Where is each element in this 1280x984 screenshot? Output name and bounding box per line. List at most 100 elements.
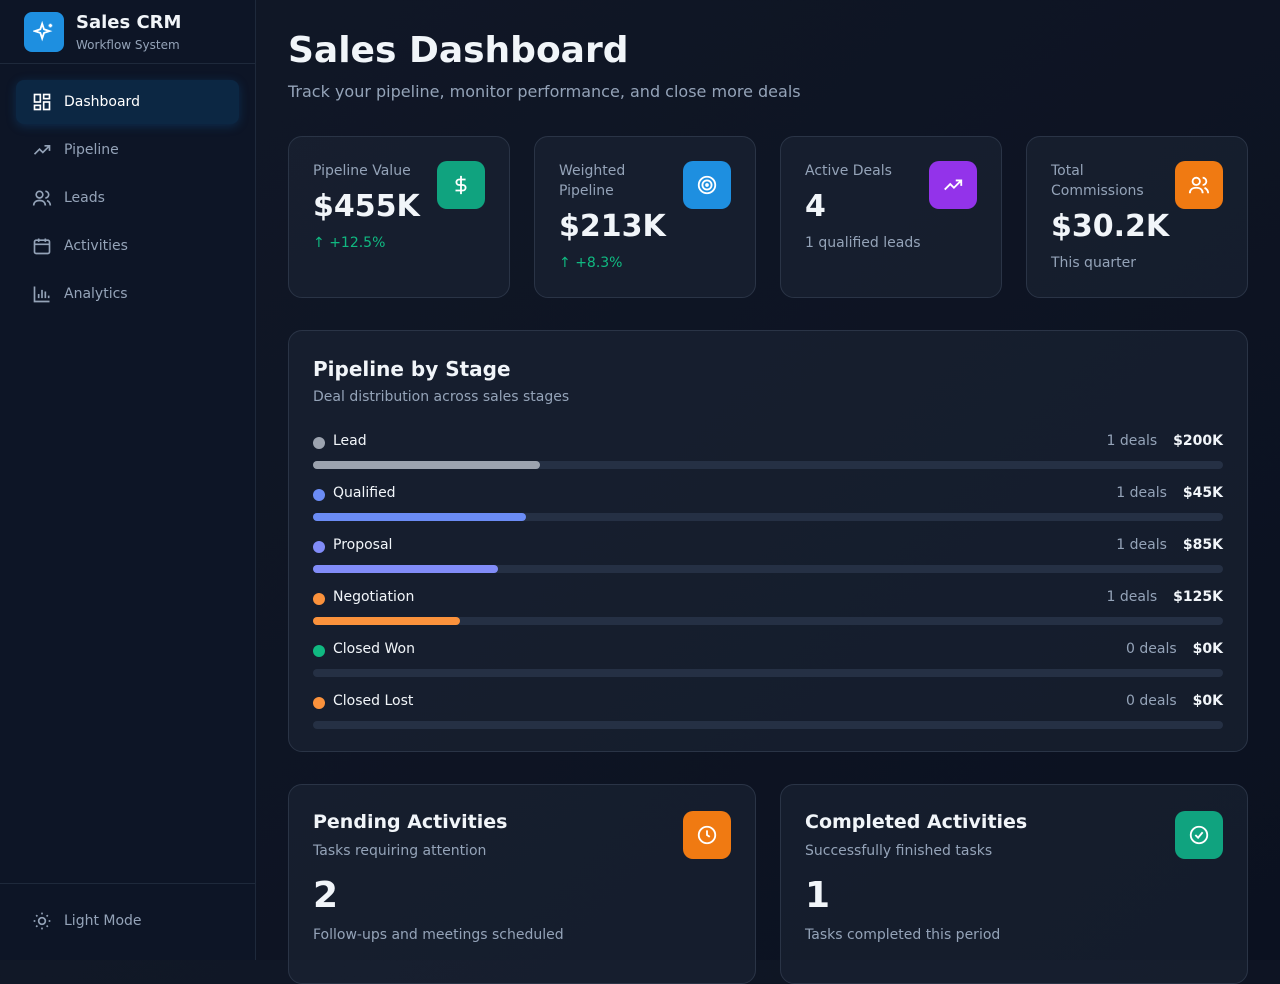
stage-track	[313, 513, 1223, 521]
card-subtitle: Deal distribution across sales stages	[313, 389, 570, 405]
activity-card: Pending Activities Tasks requiring atten…	[288, 784, 756, 984]
stage-name: Negotiation	[333, 589, 415, 605]
stage-dot	[313, 593, 325, 605]
card-title: Completed Activities	[805, 811, 1028, 833]
stat-label: Active Deals	[805, 163, 892, 179]
card-subtitle: Successfully finished tasks	[805, 843, 993, 859]
stage-row: Closed Lost 0 deals $0K	[313, 693, 1223, 733]
stat-icon	[1175, 161, 1223, 209]
card-subtitle: Tasks requiring attention	[313, 843, 487, 859]
stat-change: +12.5%	[329, 235, 386, 251]
stage-track	[313, 617, 1223, 625]
activity-icon	[683, 811, 731, 859]
nav-item[interactable]: Leads	[16, 176, 239, 220]
stat-value: 4	[805, 189, 826, 224]
stat-value: $455K	[313, 189, 420, 224]
stat-icon	[683, 161, 731, 209]
stage-deals: 1 deals	[1116, 485, 1167, 501]
page-title: Sales Dashboard	[288, 30, 629, 71]
stage-track	[313, 461, 1223, 469]
stage-bar	[313, 565, 498, 573]
stat-change: +8.3%	[575, 255, 623, 271]
stage-amount: $200K	[1173, 433, 1223, 449]
nav-label: Analytics	[64, 286, 128, 302]
activity-note: Tasks completed this period	[805, 927, 1001, 943]
card-title: Pending Activities	[313, 811, 508, 833]
activity-count: 2	[313, 875, 339, 916]
theme-toggle[interactable]: Light Mode	[16, 899, 239, 943]
stage-deals: 0 deals	[1126, 693, 1177, 709]
stage-deals: 1 deals	[1106, 589, 1158, 605]
stage-name: Closed Lost	[333, 693, 414, 709]
sidebar: Sales CRM Workflow System Dashboard Pipe…	[0, 0, 256, 960]
stat-card: Pipeline Value $455K ↑ +12.5%	[288, 136, 510, 298]
stage-dot	[313, 541, 325, 553]
brand-subtitle: Workflow System	[76, 38, 180, 52]
nav-item[interactable]: Dashboard	[16, 80, 239, 124]
stage-row: Proposal 1 deals $85K	[313, 537, 1223, 577]
stage-dot	[313, 645, 325, 657]
stage-bar	[313, 461, 540, 469]
stage-dot	[313, 437, 325, 449]
stat-card: Weighted Pipeline $213K ↑ +8.3%	[534, 136, 756, 298]
stage-track	[313, 721, 1223, 729]
stat-icon	[437, 161, 485, 209]
stage-amount: $45K	[1182, 485, 1223, 501]
logo	[24, 12, 64, 52]
stage-stats: 0 deals $0K	[1126, 693, 1223, 709]
stage-name: Closed Won	[333, 641, 415, 657]
stat-note: ↑ +8.3%	[559, 255, 623, 271]
activity-icon	[1175, 811, 1223, 859]
activity-count: 1	[805, 875, 831, 916]
stage-track	[313, 669, 1223, 677]
nav-label: Pipeline	[64, 142, 119, 158]
stat-card: Active Deals 4 1 qualified leads	[780, 136, 1002, 298]
stage-amount: $85K	[1182, 537, 1223, 553]
stage-stats: 1 deals $200K	[1107, 433, 1223, 449]
stage-dot	[313, 489, 325, 501]
stage-amount: $125K	[1173, 589, 1223, 605]
stage-row: Closed Won 0 deals $0K	[313, 641, 1223, 681]
activity-note: Follow-ups and meetings scheduled	[313, 927, 564, 943]
nav-label: Activities	[64, 238, 128, 254]
stage-deals: 1 deals	[1106, 433, 1158, 449]
stage-bar	[313, 513, 526, 521]
stage-track	[313, 565, 1223, 573]
stage-name: Lead	[333, 433, 367, 449]
stage-amount: $0K	[1192, 693, 1223, 709]
stage-name: Proposal	[333, 537, 393, 553]
stage-amount: $0K	[1192, 641, 1223, 657]
stat-value: $213K	[559, 209, 666, 244]
stage-name: Qualified	[333, 485, 396, 501]
stat-note: 1 qualified leads	[805, 235, 921, 251]
pipeline-card: Pipeline by Stage Deal distribution acro…	[288, 330, 1248, 752]
nav-item[interactable]: Activities	[16, 224, 239, 268]
stage-dot	[313, 697, 325, 709]
page-subtitle: Track your pipeline, monitor performance…	[288, 82, 801, 101]
stage-stats: 0 deals $0K	[1126, 641, 1223, 657]
nav-label: Dashboard	[64, 94, 140, 110]
toggle-label: Light Mode	[64, 913, 142, 929]
card-title: Pipeline by Stage	[313, 357, 511, 381]
stage-stats: 1 deals $125K	[1107, 589, 1223, 605]
brand: Sales CRM	[76, 12, 182, 33]
stage-row: Lead 1 deals $200K	[313, 433, 1223, 473]
stage-deals: 0 deals	[1126, 641, 1177, 657]
activity-card: Completed Activities Successfully finish…	[780, 784, 1248, 984]
stat-label: Weighted Pipeline	[559, 163, 626, 199]
stage-stats: 1 deals $85K	[1116, 537, 1223, 553]
stage-row: Negotiation 1 deals $125K	[313, 589, 1223, 629]
stage-row: Qualified 1 deals $45K	[313, 485, 1223, 525]
stat-value: $30.2K	[1051, 209, 1170, 244]
stat-label: Pipeline Value	[313, 163, 411, 179]
nav-label: Leads	[64, 190, 105, 206]
stage-bar	[313, 617, 460, 625]
stat-label: Total Commissions	[1051, 163, 1144, 199]
nav-item[interactable]: Pipeline	[16, 128, 239, 172]
stat-note: This quarter	[1051, 255, 1137, 271]
stage-deals: 1 deals	[1116, 537, 1167, 553]
stage-stats: 1 deals $45K	[1116, 485, 1223, 501]
stat-card: Total Commissions $30.2K This quarter	[1026, 136, 1248, 298]
nav-item[interactable]: Analytics	[16, 272, 239, 316]
